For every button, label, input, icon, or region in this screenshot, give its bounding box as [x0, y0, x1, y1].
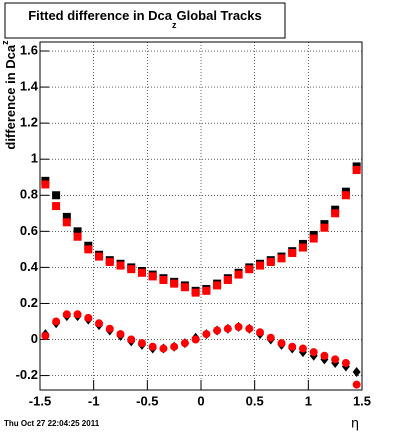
- title-main: Fitted difference in Dca: [28, 8, 173, 23]
- marker: [266, 333, 275, 342]
- marker: [352, 166, 361, 175]
- marker: [202, 286, 211, 295]
- marker: [223, 276, 232, 285]
- marker: [148, 342, 157, 351]
- marker: [62, 310, 71, 319]
- marker: [95, 252, 104, 261]
- marker: [298, 243, 307, 252]
- marker: [266, 257, 275, 266]
- x-tick-label: 1.5: [353, 393, 371, 408]
- marker: [213, 281, 222, 290]
- marker: [320, 223, 329, 232]
- y-tick-label: -0.2: [16, 367, 38, 382]
- x-tick-label: 1: [305, 393, 312, 408]
- y-tick-label: 1.2: [20, 115, 38, 130]
- marker: [320, 351, 329, 360]
- x-tick-label: -1: [88, 393, 100, 408]
- marker: [202, 330, 211, 339]
- marker: [234, 322, 243, 331]
- y-tick-label: 1.6: [20, 42, 38, 57]
- marker: [41, 331, 50, 340]
- marker: [352, 366, 361, 377]
- marker: [116, 261, 125, 270]
- marker: [52, 317, 61, 326]
- y-tick-label: 1.4: [20, 79, 39, 94]
- marker: [127, 265, 136, 274]
- marker: [341, 358, 350, 367]
- marker: [170, 342, 179, 351]
- marker: [309, 234, 318, 243]
- marker: [245, 265, 254, 274]
- y-tick-label: 0.2: [20, 295, 38, 310]
- marker: [116, 330, 125, 339]
- x-axis-label: η: [351, 415, 359, 431]
- marker: [288, 342, 297, 351]
- marker: [62, 218, 71, 227]
- marker: [223, 324, 232, 333]
- marker: [277, 254, 286, 263]
- marker: [352, 380, 361, 389]
- marker: [127, 335, 136, 344]
- marker: [180, 339, 189, 348]
- x-tick-label: 0: [197, 393, 204, 408]
- x-tick-label: 0.5: [246, 393, 264, 408]
- footer: Thu Oct 27 22:04:25 2011: [4, 419, 100, 428]
- marker: [73, 310, 82, 319]
- x-tick-label: -0.5: [136, 393, 158, 408]
- marker: [245, 324, 254, 333]
- marker: [191, 288, 200, 297]
- title-box: [4, 2, 286, 39]
- marker: [148, 272, 157, 281]
- marker: [256, 328, 265, 337]
- marker: [331, 209, 340, 218]
- marker: [73, 232, 82, 241]
- y-label-main: difference in Dca: [3, 44, 18, 150]
- marker: [84, 313, 93, 322]
- marker: [170, 279, 179, 288]
- y-label-subscript: z: [0, 40, 10, 45]
- marker: [180, 283, 189, 292]
- marker: [298, 344, 307, 353]
- y-tick-label: 0: [31, 331, 38, 346]
- marker: [213, 326, 222, 335]
- marker: [52, 202, 61, 211]
- y-tick-label: 0.4: [20, 259, 39, 274]
- marker: [73, 227, 82, 236]
- chart-title: Fitted difference in DcazGlobal Tracks: [28, 8, 262, 30]
- marker: [234, 270, 243, 279]
- title-rest: Global Tracks: [176, 8, 261, 23]
- y-tick-label: 0.6: [20, 223, 38, 238]
- marker: [159, 344, 168, 353]
- marker: [309, 348, 318, 357]
- y-tick-label: 1: [31, 151, 38, 166]
- title-subscript: z: [172, 20, 177, 30]
- marker: [52, 191, 61, 200]
- marker: [137, 339, 146, 348]
- marker: [137, 268, 146, 277]
- marker: [288, 248, 297, 257]
- marker: [331, 355, 340, 364]
- y-tick-label: 0.8: [20, 187, 38, 202]
- marker: [341, 191, 350, 200]
- marker: [95, 319, 104, 328]
- x-tick-label: -1.5: [29, 393, 51, 408]
- marker: [105, 257, 114, 266]
- marker: [277, 339, 286, 348]
- marker: [159, 276, 168, 285]
- y-axis-label: difference in Dcaz: [0, 40, 18, 150]
- marker: [84, 245, 93, 254]
- marker: [256, 261, 265, 270]
- marker: [105, 324, 114, 333]
- marker: [191, 335, 200, 344]
- marker: [62, 212, 71, 221]
- marker: [41, 180, 50, 189]
